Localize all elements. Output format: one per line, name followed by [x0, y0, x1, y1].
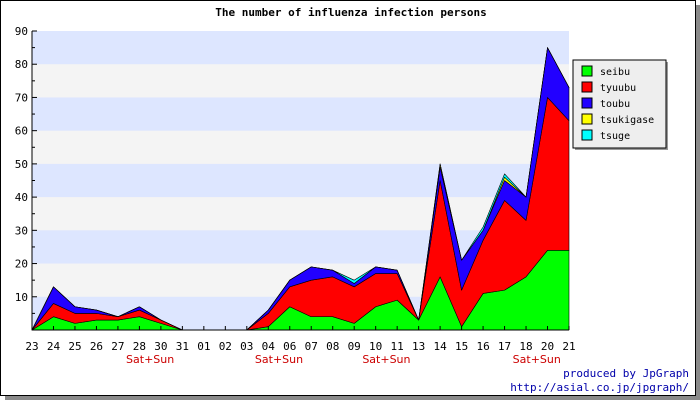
x-tick-label: 01 [197, 340, 210, 353]
x-tick-label: 23 [25, 340, 38, 353]
x-tick-label: 11 [391, 340, 404, 353]
x-tick-label: 25 [68, 340, 81, 353]
y-tick-label: 50 [15, 158, 28, 171]
weekend-marker: Sat+Sun [255, 353, 303, 366]
x-tick-label: 09 [348, 340, 361, 353]
legend: seibu tyuubu toubu tsukigase tsuge [572, 59, 668, 150]
plot-area: 10 20 30 40 50 60 70 80 90 23 24 25 26 27 28 30 31 01 02 03… [15, 25, 576, 366]
legend-swatch-seibu [581, 65, 593, 77]
y-tick-label: 90 [15, 25, 28, 38]
legend-label-seibu: seibu [600, 67, 630, 78]
legend-swatch-tsukigase [581, 113, 593, 125]
y-tick-label: 10 [15, 291, 28, 304]
x-tick-label: 04 [262, 340, 276, 353]
x-tick-label: 14 [433, 340, 447, 353]
legend-swatch-tyuubu [581, 81, 593, 93]
legend-swatch-tsuge [581, 129, 593, 141]
credit-line-1: produced by JpGraph [563, 367, 689, 380]
chart-title: The number of influenza infection person… [215, 6, 487, 19]
legend-label-tyuubu: tyuubu [600, 83, 636, 94]
x-tick-label: 03 [240, 340, 253, 353]
legend-label-tsukigase: tsukigase [600, 115, 654, 126]
y-tick-label: 40 [15, 191, 28, 204]
x-tick-label: 21 [562, 340, 575, 353]
x-tick-label: 24 [47, 340, 61, 353]
weekend-marker: Sat+Sun [513, 353, 561, 366]
x-tick-label: 27 [111, 340, 124, 353]
grid-band [32, 97, 569, 131]
x-tick-label: 31 [176, 340, 189, 353]
weekend-marker: Sat+Sun [362, 353, 410, 366]
credit-line-2: http://asial.co.jp/jpgraph/ [510, 381, 689, 394]
x-tick-label: 06 [283, 340, 296, 353]
x-tick-label: 26 [90, 340, 103, 353]
y-tick-label: 60 [15, 125, 28, 138]
y-tick-label: 30 [15, 224, 28, 237]
y-tick-label: 20 [15, 258, 28, 271]
x-tick-label: 28 [133, 340, 146, 353]
y-tick-label: 80 [15, 58, 28, 71]
x-tick-label: 16 [476, 340, 489, 353]
legend-label-toubu: toubu [600, 99, 630, 110]
grid-band [32, 163, 569, 198]
x-tick-label: 15 [455, 340, 468, 353]
x-tick-label: 02 [219, 340, 232, 353]
x-tick-label: 20 [541, 340, 554, 353]
legend-label-tsuge: tsuge [600, 131, 630, 142]
x-tick-label: 07 [305, 340, 318, 353]
x-tick-label: 08 [326, 340, 339, 353]
influenza-chart: The number of influenza infection person… [15, 6, 689, 394]
x-tick-label: 10 [369, 340, 382, 353]
y-tick-label: 70 [15, 91, 28, 104]
grid-band [32, 31, 569, 65]
x-tick-label: 17 [498, 340, 511, 353]
legend-swatch-toubu [581, 97, 593, 109]
weekend-marker: Sat+Sun [126, 353, 174, 366]
x-tick-label: 18 [519, 340, 532, 353]
x-tick-label: 13 [412, 340, 425, 353]
x-tick-label: 30 [154, 340, 167, 353]
